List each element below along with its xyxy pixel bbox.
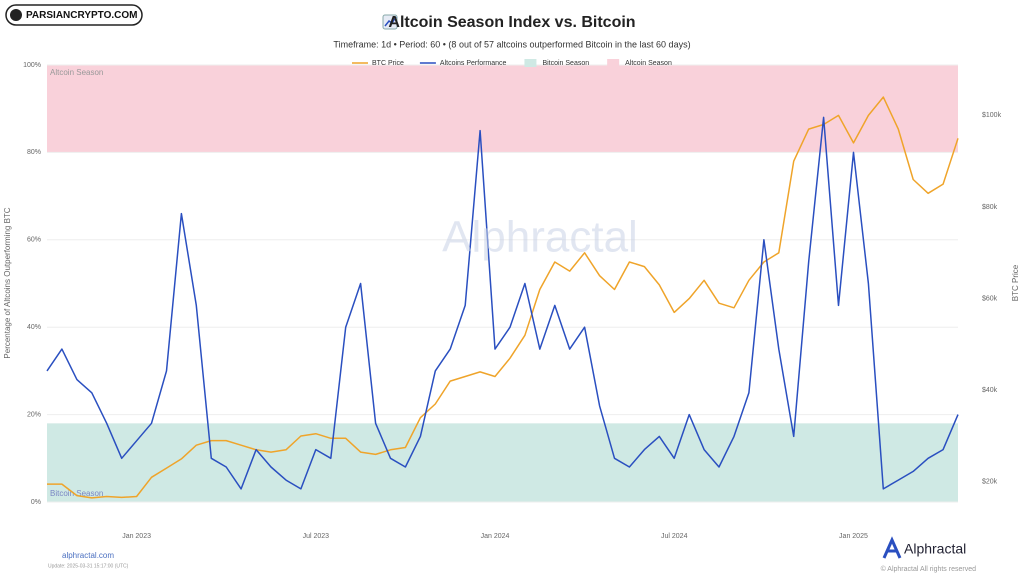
x-tick-label: Jan 2024 bbox=[481, 533, 510, 540]
legend-label: Altcoin Season bbox=[625, 60, 672, 67]
y2-axis-label: BTC Price bbox=[1011, 264, 1020, 301]
legend-label: BTC Price bbox=[372, 60, 404, 67]
site-badge-box bbox=[5, 4, 143, 26]
legend-swatch bbox=[607, 59, 620, 67]
y-tick-label: 40% bbox=[27, 324, 41, 331]
season-region bbox=[47, 423, 958, 502]
y-tick-label: 80% bbox=[27, 149, 41, 156]
x-tick-label: Jan 2025 bbox=[839, 533, 868, 540]
series-line bbox=[46, 116, 959, 490]
site-badge: PARSIANCRYPTO.COM bbox=[26, 10, 138, 21]
region-label: Altcoin Season bbox=[50, 68, 103, 77]
footer-brand: Alphractal bbox=[904, 541, 966, 557]
region-label: Bitcoin Season bbox=[50, 489, 103, 498]
x-tick-label: Jul 2024 bbox=[661, 533, 688, 540]
y-tick-label: 100% bbox=[23, 62, 41, 69]
plot-area: Bitcoin Season Altcoin Season 0% 20% 40% 60% 8… bbox=[23, 62, 1001, 540]
series-line bbox=[47, 96, 959, 499]
y2-tick-label: $100k bbox=[982, 112, 1002, 119]
legend-swatch bbox=[524, 59, 537, 67]
chart-title: Altcoin Season Index vs. Bitcoin bbox=[388, 14, 635, 31]
y-tick-label: 60% bbox=[27, 237, 41, 244]
season-region bbox=[47, 65, 958, 153]
site-badge-icon bbox=[10, 9, 22, 21]
title-icon-line bbox=[384, 16, 397, 27]
y2-tick-label: $40k bbox=[982, 387, 998, 394]
brand-logo bbox=[882, 536, 902, 559]
y2-tick-label: $60k bbox=[982, 295, 998, 302]
chart-subtitle: Timeframe: 1d • Period: 60 • (8 out of 5… bbox=[333, 39, 690, 49]
watermark: Alphractal bbox=[442, 213, 638, 262]
y-tick-label: 20% bbox=[27, 411, 41, 418]
footer-copyright: © Alphractal All rights reserved bbox=[881, 565, 977, 573]
x-tick-label: Jan 2023 bbox=[122, 533, 151, 540]
y-tick-label: 0% bbox=[31, 499, 41, 506]
y2-tick-label: $80k bbox=[982, 204, 998, 211]
legend-label: Bitcoin Season bbox=[542, 60, 589, 67]
x-tick-label: Jul 2023 bbox=[303, 533, 330, 540]
footer-update: Update: 2025-03-31 15:17:00 (UTC) bbox=[48, 563, 129, 569]
legend-label: Altcoins Performance bbox=[440, 60, 507, 67]
y-axis-label: Percentage of Altcoins Outperforming BTC bbox=[3, 207, 12, 358]
footer-site: alphractal.com bbox=[62, 551, 114, 560]
y2-tick-label: $20k bbox=[982, 479, 998, 486]
